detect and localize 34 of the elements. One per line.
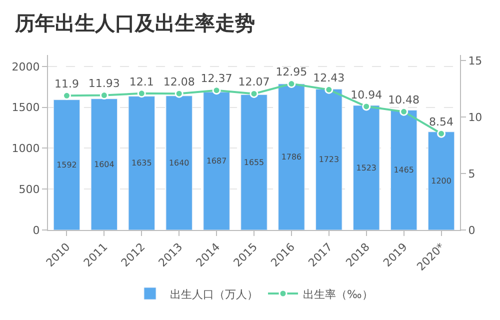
y-tick-label: 1000 bbox=[12, 142, 40, 156]
bar bbox=[53, 100, 80, 230]
legend-label: 出生率（‰） bbox=[303, 288, 373, 301]
y-tick-label: 0 bbox=[32, 224, 40, 237]
y-tick-label: 1500 bbox=[12, 101, 40, 114]
bar bbox=[240, 94, 268, 230]
data-label: 12.07 bbox=[238, 76, 270, 89]
bar bbox=[278, 84, 305, 230]
y-tick-label: 2000 bbox=[12, 60, 40, 74]
y2-tick-label: 10 bbox=[468, 110, 482, 124]
data-label: 10.94 bbox=[350, 88, 382, 102]
y2-tick-label: 0 bbox=[468, 224, 476, 237]
bar bbox=[316, 88, 342, 230]
data-label: 11.9 bbox=[54, 78, 79, 91]
chart-title: 历年出生人口及出生率走势 bbox=[14, 11, 255, 35]
bar bbox=[428, 132, 455, 230]
bar bbox=[203, 92, 230, 230]
legend-label: 出生人口（万人） bbox=[170, 288, 258, 301]
data-label: 10.48 bbox=[388, 94, 420, 107]
data-label: 12.37 bbox=[200, 72, 232, 86]
bar bbox=[128, 96, 155, 230]
data-label: 11.93 bbox=[88, 77, 120, 90]
bar bbox=[390, 110, 418, 230]
data-label: 12.95 bbox=[276, 66, 308, 79]
data-label: 12.08 bbox=[163, 75, 195, 88]
y2-tick-label: 15 bbox=[468, 54, 482, 68]
bar bbox=[353, 105, 380, 230]
data-label: 8.54 bbox=[429, 115, 454, 128]
data-label: 12.43 bbox=[313, 72, 345, 85]
y-tick-label: 500 bbox=[18, 182, 40, 196]
bar bbox=[166, 96, 192, 230]
y2-tick-label: 5 bbox=[468, 167, 476, 180]
bar bbox=[90, 98, 118, 230]
data-label: 12.1 bbox=[129, 75, 154, 88]
